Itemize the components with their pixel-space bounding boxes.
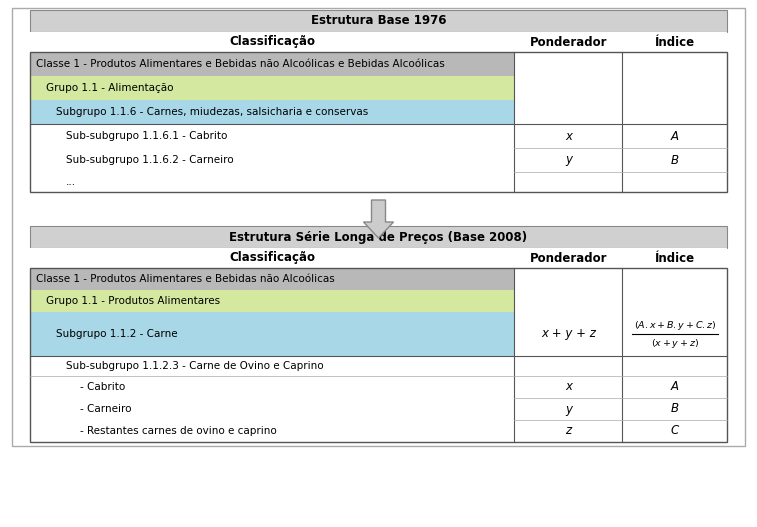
FancyBboxPatch shape — [30, 52, 515, 76]
Text: Sub-subgrupo 1.1.6.1 - Cabrito: Sub-subgrupo 1.1.6.1 - Cabrito — [66, 131, 227, 141]
FancyBboxPatch shape — [515, 52, 727, 76]
FancyBboxPatch shape — [30, 268, 515, 290]
Text: - Cabrito: - Cabrito — [80, 382, 125, 392]
Text: ...: ... — [66, 177, 76, 187]
Text: x + y + z: x + y + z — [541, 327, 596, 340]
Text: Grupo 1.1 - Produtos Alimentares: Grupo 1.1 - Produtos Alimentares — [46, 296, 220, 306]
Text: A: A — [671, 380, 679, 394]
FancyBboxPatch shape — [30, 100, 515, 124]
Text: A: A — [671, 130, 679, 142]
Text: x: x — [565, 380, 572, 394]
Text: Sub-subgrupo 1.1.6.2 - Carneiro: Sub-subgrupo 1.1.6.2 - Carneiro — [66, 155, 234, 165]
Text: Grupo 1.1 - Alimentação: Grupo 1.1 - Alimentação — [46, 83, 173, 93]
Text: - Restantes carnes de ovino e caprino: - Restantes carnes de ovino e caprino — [80, 426, 277, 436]
FancyBboxPatch shape — [30, 76, 515, 100]
Text: Classe 1 - Produtos Alimentares e Bebidas não Alcoólicas: Classe 1 - Produtos Alimentares e Bebida… — [36, 274, 335, 284]
FancyBboxPatch shape — [30, 248, 727, 268]
Text: Classe 1 - Produtos Alimentares e Bebidas não Alcoólicas e Bebidas Alcoólicas: Classe 1 - Produtos Alimentares e Bebida… — [36, 59, 445, 69]
Text: Estrutura Série Longa de Preços (Base 2008): Estrutura Série Longa de Preços (Base 20… — [229, 230, 528, 243]
Text: $(x + y + z)$: $(x + y + z)$ — [651, 337, 699, 349]
Text: Ponderador: Ponderador — [530, 35, 607, 48]
FancyBboxPatch shape — [30, 148, 727, 172]
FancyBboxPatch shape — [30, 226, 727, 248]
Polygon shape — [363, 200, 394, 238]
Text: B: B — [671, 153, 679, 167]
Text: C: C — [671, 425, 679, 437]
FancyBboxPatch shape — [30, 376, 727, 398]
FancyBboxPatch shape — [30, 32, 727, 52]
Text: Índice: Índice — [655, 35, 695, 48]
FancyBboxPatch shape — [30, 290, 515, 312]
Text: Subgrupo 1.1.6 - Carnes, miudezas, salsicharia e conservas: Subgrupo 1.1.6 - Carnes, miudezas, salsi… — [56, 107, 368, 117]
FancyBboxPatch shape — [30, 10, 727, 32]
Text: Classificação: Classificação — [229, 251, 315, 265]
FancyBboxPatch shape — [30, 356, 727, 376]
Text: x: x — [565, 130, 572, 142]
FancyBboxPatch shape — [30, 312, 515, 356]
FancyBboxPatch shape — [515, 100, 727, 124]
Text: $(A.x + B.y + C.z)$: $(A.x + B.y + C.z)$ — [634, 318, 716, 331]
FancyBboxPatch shape — [515, 76, 727, 100]
Text: B: B — [671, 403, 679, 415]
Text: Índice: Índice — [655, 251, 695, 265]
FancyBboxPatch shape — [30, 124, 727, 148]
FancyBboxPatch shape — [515, 312, 622, 356]
FancyBboxPatch shape — [30, 398, 727, 420]
FancyBboxPatch shape — [515, 290, 727, 312]
Text: y: y — [565, 153, 572, 167]
FancyBboxPatch shape — [30, 420, 727, 442]
Text: Estrutura Base 1976: Estrutura Base 1976 — [311, 15, 446, 27]
FancyBboxPatch shape — [515, 268, 727, 290]
Text: y: y — [565, 403, 572, 415]
FancyBboxPatch shape — [30, 172, 727, 192]
Text: Subgrupo 1.1.2 - Carne: Subgrupo 1.1.2 - Carne — [56, 329, 178, 339]
Text: - Carneiro: - Carneiro — [80, 404, 132, 414]
Text: z: z — [565, 425, 572, 437]
Text: Ponderador: Ponderador — [530, 251, 607, 265]
Text: Sub-subgrupo 1.1.2.3 - Carne de Ovino e Caprino: Sub-subgrupo 1.1.2.3 - Carne de Ovino e … — [66, 361, 324, 371]
Text: Classificação: Classificação — [229, 35, 315, 48]
FancyBboxPatch shape — [622, 312, 727, 356]
